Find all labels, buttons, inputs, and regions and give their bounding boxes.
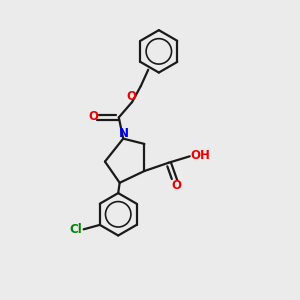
Text: OH: OH xyxy=(190,149,210,162)
Text: O: O xyxy=(171,178,181,192)
Text: Cl: Cl xyxy=(69,223,82,236)
Text: O: O xyxy=(127,90,136,103)
Text: N: N xyxy=(119,127,129,140)
Text: O: O xyxy=(88,110,98,123)
